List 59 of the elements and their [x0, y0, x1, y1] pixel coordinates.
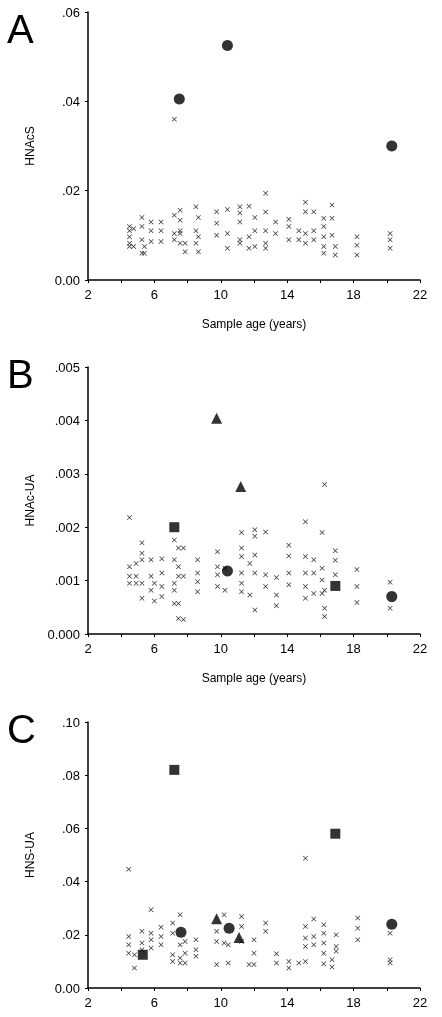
- y-tick-label: .04: [61, 874, 80, 890]
- x-axis-title: Sample age (years): [201, 317, 307, 331]
- y-tick-label: .10: [61, 714, 80, 730]
- x-tick-label: 18: [346, 641, 361, 656]
- x-tick-label: 10: [213, 641, 229, 656]
- point: [221, 40, 233, 51]
- x-axis-title: Sample age (years): [201, 671, 307, 685]
- point: [169, 522, 180, 533]
- point: [233, 931, 245, 943]
- x-tick-label: 14: [279, 995, 295, 1010]
- chart-title: B: [7, 352, 34, 396]
- point: [223, 922, 235, 934]
- x-tick-label: 22: [412, 287, 428, 302]
- y-tick-label: 0.000: [47, 626, 80, 642]
- x-tick-label: 6: [150, 641, 159, 656]
- y-tick-label: .004: [54, 412, 80, 428]
- y-tick-label: .06: [61, 820, 80, 836]
- y-axis-title: HNAc-UA: [23, 474, 37, 527]
- point: [137, 949, 148, 960]
- point: [386, 140, 398, 152]
- y-tick-label: .06: [61, 4, 80, 20]
- x-tick-label: 2: [84, 641, 92, 656]
- point: [330, 580, 341, 591]
- x-tick-label: 6: [150, 287, 159, 302]
- chart-title: A: [7, 7, 34, 51]
- y-tick-label: .001: [54, 573, 80, 589]
- x-tick-label: 18: [346, 287, 361, 302]
- y-tick-label: 0.00: [54, 272, 80, 288]
- point: [235, 481, 247, 493]
- point: [330, 828, 341, 839]
- x-tick-label: 14: [279, 641, 295, 656]
- point: [211, 913, 223, 925]
- point: [169, 764, 180, 775]
- y-tick-label: .003: [54, 466, 80, 482]
- y-axis-title: HNAcS: [23, 126, 37, 166]
- y-tick-label: .02: [61, 183, 80, 199]
- y-tick-label: 0.00: [54, 980, 80, 996]
- y-tick-label: .005: [54, 359, 80, 375]
- x-tick-label: 14: [279, 287, 295, 302]
- y-tick-label: .02: [61, 927, 80, 943]
- point: [173, 93, 185, 105]
- point: [386, 591, 398, 603]
- x-tick-label: 22: [412, 641, 428, 656]
- point: [175, 926, 187, 938]
- point: [386, 918, 398, 930]
- x-tick-label: 10: [213, 995, 229, 1010]
- y-axis-title: HNS-UA: [23, 831, 37, 879]
- x-tick-label: 22: [412, 995, 428, 1010]
- y-tick-label: .04: [61, 93, 80, 109]
- point: [221, 565, 233, 577]
- x-tick-label: 2: [84, 995, 92, 1010]
- x-tick-label: 18: [346, 995, 361, 1010]
- chart-title: C: [7, 707, 36, 751]
- point: [211, 412, 223, 424]
- y-tick-label: .08: [61, 767, 80, 783]
- x-tick-label: 10: [213, 287, 229, 302]
- x-tick-label: 2: [84, 287, 92, 302]
- y-tick-label: .002: [54, 519, 80, 535]
- x-tick-label: 6: [150, 995, 159, 1010]
